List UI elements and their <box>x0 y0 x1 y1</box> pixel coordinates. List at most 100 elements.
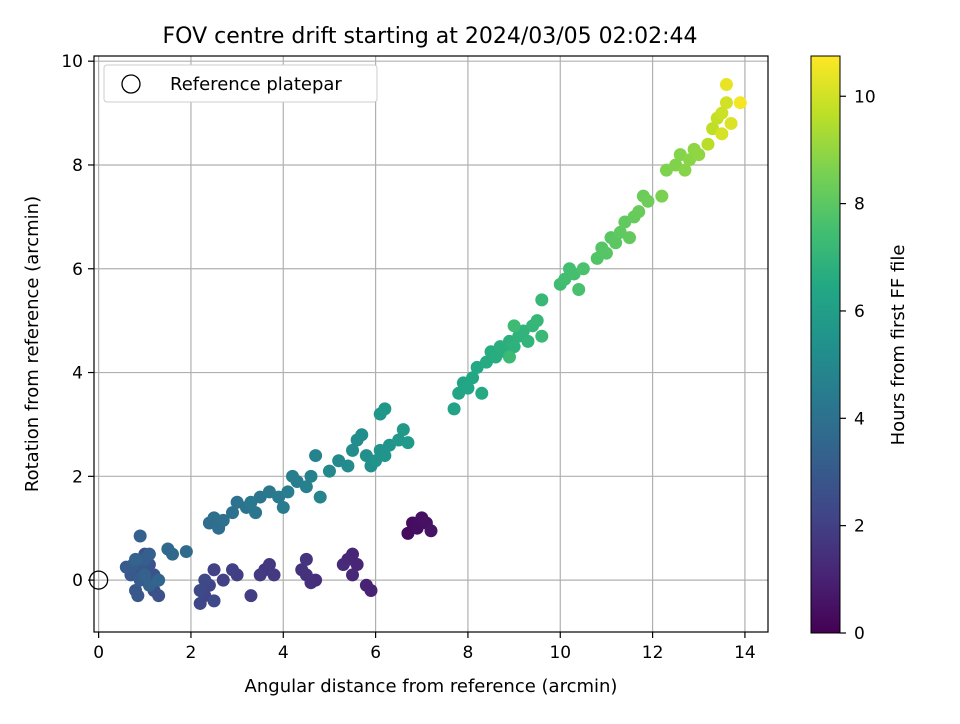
data-point <box>262 558 276 572</box>
data-point <box>225 563 239 577</box>
y-axis-ticks: 0 2 4 6 8 10 <box>61 52 94 591</box>
data-point <box>715 106 729 120</box>
data-point <box>216 573 230 587</box>
data-point <box>249 506 263 520</box>
data-point <box>131 589 145 603</box>
data-point <box>152 573 166 587</box>
data-point <box>502 350 516 364</box>
colorbar-ticks: 0 2 4 6 8 10 <box>840 87 876 644</box>
data-point <box>507 340 521 354</box>
legend-box <box>103 64 378 103</box>
chart-title: FOV centre drift starting at 2024/03/05 … <box>163 24 698 49</box>
data-point <box>724 116 738 130</box>
data-point <box>336 558 350 572</box>
data-point <box>701 137 715 151</box>
data-point <box>346 443 360 457</box>
data-point <box>322 464 336 478</box>
data-point <box>276 500 290 514</box>
colorbar-label: Hours from first FF file <box>888 245 909 446</box>
colorbar-tick-label: 6 <box>854 302 865 322</box>
data-point <box>138 568 152 582</box>
data-point <box>313 490 327 504</box>
data-point <box>623 231 637 245</box>
data-point <box>678 163 692 177</box>
data-point <box>341 459 355 473</box>
data-point <box>193 583 207 597</box>
colorbar-tick-label: 8 <box>854 195 865 215</box>
data-point <box>475 386 489 400</box>
data-point <box>378 402 392 416</box>
colorbar-tick-label: 2 <box>854 517 865 537</box>
data-point <box>152 589 166 603</box>
data-point <box>401 436 415 450</box>
data-point <box>244 589 258 603</box>
data-point <box>355 428 369 442</box>
data-point <box>461 381 475 395</box>
data-point <box>378 449 392 463</box>
data-point <box>576 262 590 276</box>
data-point <box>286 469 300 483</box>
data-point <box>193 596 207 610</box>
data-point <box>207 563 221 577</box>
data-point <box>225 506 239 520</box>
colorbar-tick-label: 10 <box>854 87 876 107</box>
x-axis-label: Angular distance from reference (arcmin) <box>245 676 618 697</box>
plot-frame <box>93 55 769 633</box>
x-tick-label: 2 <box>186 643 197 663</box>
y-tick-label: 0 <box>72 571 83 591</box>
data-point <box>216 513 230 527</box>
y-tick-label: 4 <box>72 364 83 384</box>
x-tick-label: 8 <box>463 643 474 663</box>
data-point <box>535 329 549 343</box>
x-tick-label: 6 <box>370 643 381 663</box>
data-point <box>396 423 410 437</box>
data-point <box>198 573 212 587</box>
data-point <box>133 529 147 543</box>
y-tick-label: 10 <box>61 52 83 72</box>
y-tick-label: 2 <box>72 467 83 487</box>
colorbar-tick-label: 0 <box>854 624 865 644</box>
data-point <box>299 480 313 494</box>
legend-entry-label: Reference platepar <box>170 74 342 95</box>
data-point <box>267 568 281 582</box>
data-point <box>295 563 309 577</box>
data-point <box>346 568 360 582</box>
data-point <box>304 469 318 483</box>
data-point <box>281 485 295 499</box>
data-point <box>507 319 521 333</box>
data-point <box>632 205 646 219</box>
data-point <box>530 314 544 328</box>
x-tick-label: 0 <box>93 643 104 663</box>
data-point <box>655 189 669 203</box>
data-point <box>207 594 221 608</box>
data-point <box>609 236 623 250</box>
colorbar-tick-label: 4 <box>854 409 865 429</box>
data-point <box>572 283 586 297</box>
y-axis-label: Rotation from reference (arcmin) <box>22 196 43 492</box>
x-tick-label: 4 <box>278 643 289 663</box>
x-axis-ticks: 0 2 4 6 8 10 12 14 <box>93 632 756 663</box>
data-point <box>447 402 461 416</box>
y-tick-label: 8 <box>72 156 83 176</box>
x-tick-label: 14 <box>734 643 756 663</box>
legend-open-circle-icon <box>121 74 141 94</box>
data-point <box>299 552 313 566</box>
data-point <box>142 547 156 561</box>
data-point <box>641 194 655 208</box>
y-tick-label: 6 <box>72 260 83 280</box>
data-point <box>719 78 733 92</box>
x-tick-label: 12 <box>642 643 664 663</box>
data-point <box>719 96 733 110</box>
data-point <box>309 449 323 463</box>
data-point <box>253 568 267 582</box>
data-point <box>424 524 438 538</box>
data-point <box>733 96 747 110</box>
data-point <box>535 293 549 307</box>
data-point <box>179 545 193 559</box>
data-point <box>521 334 535 348</box>
data-point <box>466 371 480 385</box>
data-point <box>359 578 373 592</box>
x-tick-label: 10 <box>549 643 571 663</box>
data-point <box>692 148 706 162</box>
